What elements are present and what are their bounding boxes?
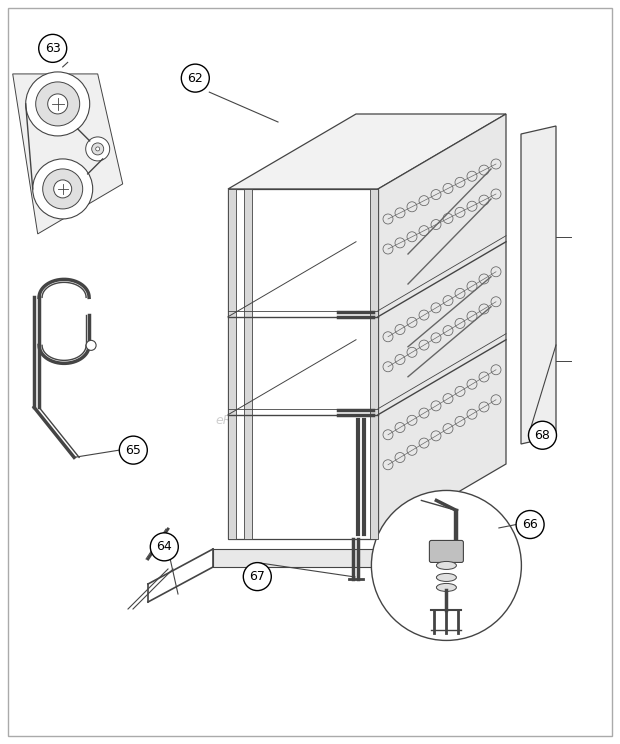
Circle shape <box>371 490 521 641</box>
Polygon shape <box>213 549 398 567</box>
Text: 65: 65 <box>125 443 141 457</box>
Circle shape <box>33 159 93 219</box>
Ellipse shape <box>436 562 456 569</box>
Circle shape <box>25 72 90 136</box>
Circle shape <box>54 180 72 198</box>
Circle shape <box>243 562 272 591</box>
Polygon shape <box>228 114 506 189</box>
Polygon shape <box>370 189 378 539</box>
Text: 68: 68 <box>534 429 551 442</box>
Circle shape <box>95 147 100 151</box>
Text: 64: 64 <box>156 540 172 554</box>
Circle shape <box>181 64 210 92</box>
Polygon shape <box>244 189 252 539</box>
Ellipse shape <box>436 583 456 591</box>
Polygon shape <box>12 74 123 234</box>
Circle shape <box>43 169 82 209</box>
Circle shape <box>38 34 67 62</box>
Circle shape <box>36 82 80 126</box>
Circle shape <box>92 143 104 155</box>
Circle shape <box>48 94 68 114</box>
Ellipse shape <box>436 574 456 582</box>
Polygon shape <box>521 126 556 444</box>
Polygon shape <box>228 189 236 539</box>
FancyBboxPatch shape <box>430 540 463 562</box>
Circle shape <box>119 436 148 464</box>
Circle shape <box>86 340 96 350</box>
Circle shape <box>86 137 110 161</box>
Text: 66: 66 <box>522 518 538 531</box>
Text: 67: 67 <box>249 570 265 583</box>
Text: 63: 63 <box>45 42 61 55</box>
Circle shape <box>150 533 179 561</box>
Polygon shape <box>378 114 506 539</box>
Circle shape <box>516 510 544 539</box>
Text: 62: 62 <box>187 71 203 85</box>
Text: eReplacementParts.com: eReplacementParts.com <box>215 414 368 427</box>
Polygon shape <box>228 189 378 539</box>
Circle shape <box>528 421 557 449</box>
